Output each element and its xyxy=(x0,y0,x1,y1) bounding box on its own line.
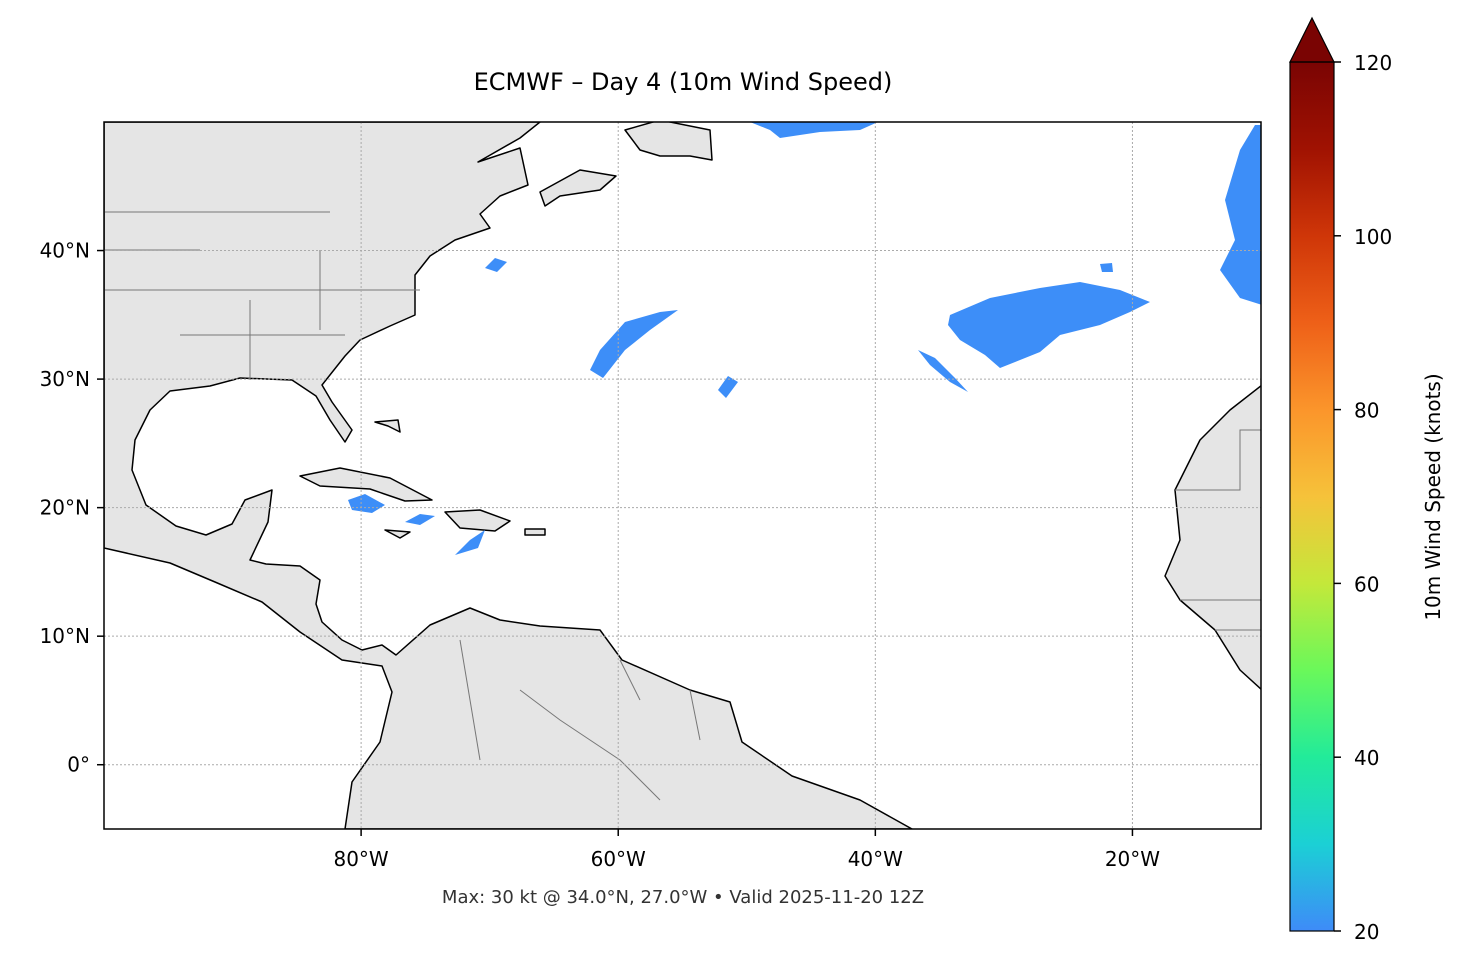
y-tick-label: 30°N xyxy=(40,367,90,391)
borders xyxy=(104,211,1261,801)
x-tick-label: 80°W xyxy=(333,847,388,871)
wind-area xyxy=(455,530,485,555)
x-tick-label: 20°W xyxy=(1105,847,1160,871)
wind-area xyxy=(590,310,678,378)
americas xyxy=(104,122,913,829)
colorbar-extend xyxy=(1289,16,1335,63)
wind-areas xyxy=(348,122,1261,555)
colorbar-tick-label: 80 xyxy=(1354,399,1379,423)
colorbar-tick-label: 60 xyxy=(1354,572,1379,596)
wind-area xyxy=(1220,125,1261,305)
y-tick-label: 0° xyxy=(67,753,90,777)
map-frame xyxy=(103,121,1262,830)
colorbar-tick-label: 40 xyxy=(1354,746,1379,770)
nova-scotia xyxy=(539,169,617,207)
wind-area xyxy=(718,376,738,398)
colorbar-frame xyxy=(1289,61,1335,932)
wind-area xyxy=(348,494,385,513)
y-tick-label: 10°N xyxy=(40,624,90,648)
wind-area xyxy=(948,282,1150,368)
footer: Max: 30 kt @ 34.0°N, 27.0°W • Valid 2025… xyxy=(442,887,924,908)
wind-area xyxy=(405,514,435,525)
map xyxy=(104,122,1261,829)
bahamas xyxy=(374,419,401,433)
wind-area xyxy=(918,350,968,392)
title: ECMWF – Day 4 (10m Wind Speed) xyxy=(474,68,893,96)
x-tick-label: 60°W xyxy=(591,847,646,871)
colorbar-tick-label: 120 xyxy=(1354,51,1392,75)
wind-area xyxy=(485,258,507,272)
x-tick-label: 40°W xyxy=(848,847,903,871)
colorbar: 20 40 60 80 100 120 xyxy=(1289,16,1392,944)
hispaniola xyxy=(444,509,511,532)
puerto-rico xyxy=(524,528,546,536)
colorbar-scale xyxy=(1290,62,1334,931)
africa xyxy=(1164,384,1261,691)
wind-area xyxy=(1100,263,1113,272)
wind-area xyxy=(750,122,878,138)
newfoundland xyxy=(624,122,713,161)
colorbar-tick-label: 20 xyxy=(1354,920,1379,944)
y-tick-label: 40°N xyxy=(40,239,90,263)
jamaica xyxy=(384,529,411,539)
colorbar-label: 10m Wind Speed (knots) xyxy=(1421,373,1445,620)
cuba xyxy=(299,467,433,502)
y-tick-label: 20°N xyxy=(40,496,90,520)
colorbar-tick-label: 100 xyxy=(1354,225,1392,249)
